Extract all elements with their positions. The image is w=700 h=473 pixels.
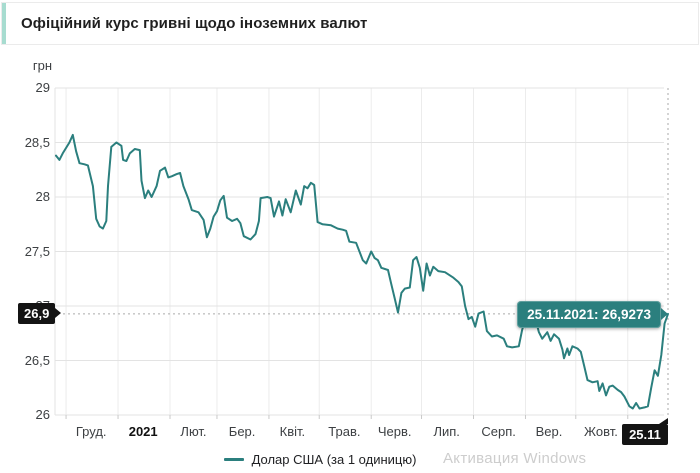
x-axis-month-label: Груд. [75,424,107,439]
x-axis-month-label: Вер. [535,424,563,439]
tooltip-text: 25.11.2021: 26,9273 [527,306,651,322]
y-axis-unit-label: грн [32,58,52,73]
x-axis-month-label: 2021 [128,424,158,439]
title-card: Офіційний курс гривні щодо іноземних вал… [1,2,699,45]
x-axis-month-label: Черв. [377,424,412,439]
current-value-label: 26,9 [24,305,50,321]
x-axis-month-label: Бер. [228,424,256,439]
y-axis-tick-label: 27,5 [24,243,50,259]
current-value-axis-badge: 26,9 [18,302,62,324]
exchange-rate-line [55,133,669,410]
y-axis-tick-label: 26 [35,407,50,422]
windows-activation-watermark: Активация Windows [443,450,587,467]
y-axis-tick-label: 26,5 [24,352,50,368]
y-axis-tick-label: 28 [35,189,50,204]
y-axis-tick-label: 29 [35,80,50,95]
x-axis-month-label: Лют. [180,424,207,439]
x-axis-month-label: Квіт. [279,424,306,439]
title-accent-bar [2,3,6,44]
page-title: Офіційний курс гривні щодо іноземних вал… [21,15,368,32]
chart-tooltip: 25.11.2021: 26,9273 [517,300,668,328]
legend-line-swatch [223,458,244,461]
legend-series-label: Долар США (за 1 одиницю) [251,452,417,467]
x-axis-month-label: Трав. [328,424,361,439]
current-date-label: 25.11 [629,427,661,442]
x-axis-month-label: Лип. [433,424,460,439]
chart-plot-area[interactable] [0,46,700,473]
chart-legend-item[interactable]: Долар США (за 1 одиницю) [0,452,640,467]
x-axis-month-label: Жовт. [584,424,618,439]
x-axis-month-label: Серп. [481,424,516,439]
current-date-axis-badge: 25.11 [622,418,668,445]
y-axis-tick-label: 28,5 [24,134,50,150]
